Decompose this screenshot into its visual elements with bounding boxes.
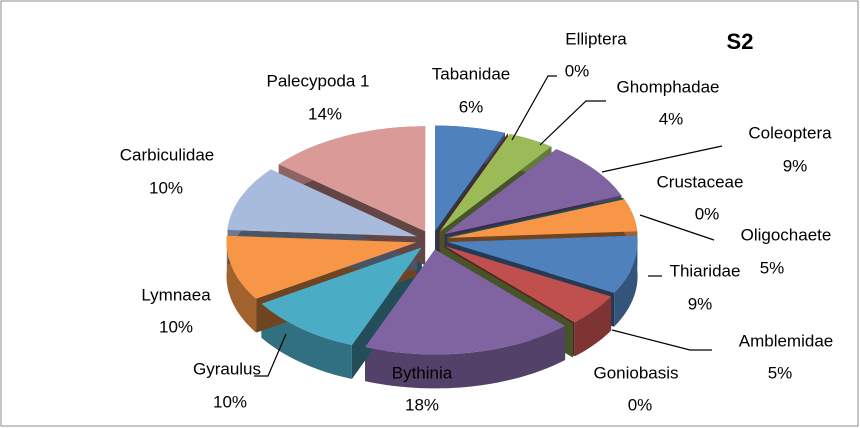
value-label: 0% bbox=[565, 61, 590, 80]
leader-line bbox=[611, 329, 712, 351]
slice bbox=[444, 245, 612, 323]
slice-outer-wall bbox=[614, 235, 638, 327]
slice bbox=[261, 247, 422, 345]
value-label: 18% bbox=[405, 395, 439, 414]
value-label: 10% bbox=[213, 392, 247, 411]
value-label: 0% bbox=[695, 204, 720, 223]
category-label: Palecypoda 1 bbox=[266, 71, 369, 90]
value-label: 14% bbox=[308, 104, 342, 123]
slice bbox=[447, 235, 638, 293]
value-label: 4% bbox=[659, 109, 684, 128]
slice bbox=[447, 199, 638, 238]
leader-line bbox=[254, 333, 287, 377]
slice-outer-wall bbox=[574, 296, 612, 357]
leader-line bbox=[539, 100, 606, 146]
category-label: Oligochaete bbox=[741, 225, 832, 244]
value-label: 5% bbox=[768, 363, 793, 382]
value-label: 9% bbox=[688, 294, 713, 313]
category-label: Lymnaea bbox=[141, 285, 211, 304]
leader-lines bbox=[254, 75, 723, 377]
category-label: Gyraulus bbox=[193, 359, 261, 378]
slice bbox=[446, 197, 624, 237]
category-label: Coleoptera bbox=[748, 123, 832, 142]
slice-outer-wall bbox=[226, 235, 257, 333]
value-label: 9% bbox=[783, 156, 808, 175]
slice bbox=[227, 169, 418, 237]
chart-title: S2 bbox=[727, 29, 754, 54]
slice-outer-wall bbox=[365, 326, 566, 389]
value-label: 10% bbox=[149, 178, 183, 197]
category-label: Bythinia bbox=[392, 363, 453, 382]
category-label: Carbiculidae bbox=[120, 145, 215, 164]
leader-line bbox=[511, 75, 557, 141]
slice bbox=[278, 126, 426, 232]
category-label: Crustaceae bbox=[657, 172, 744, 191]
category-label: Amblemidae bbox=[739, 331, 834, 350]
leader-line bbox=[639, 214, 715, 241]
value-label: 5% bbox=[760, 258, 785, 277]
slice bbox=[444, 149, 622, 235]
pie-tops bbox=[226, 125, 638, 355]
data-labels: Tabanidae 6% Elliptera 0% Ghomphadae 4% Coleop… bbox=[120, 29, 834, 414]
category-label: Tabanidae bbox=[432, 64, 510, 83]
category-label: Thiaridae bbox=[670, 261, 741, 280]
leader-line bbox=[601, 145, 723, 173]
category-label: Elliptera bbox=[565, 29, 627, 48]
slice bbox=[226, 235, 417, 299]
slice bbox=[435, 125, 505, 231]
category-label: Goniobasis bbox=[593, 363, 678, 382]
value-label: 10% bbox=[159, 317, 193, 336]
value-label: 0% bbox=[628, 395, 653, 414]
slice bbox=[365, 249, 566, 355]
value-label: 6% bbox=[459, 97, 484, 116]
category-label: Ghomphadae bbox=[616, 77, 719, 96]
slice bbox=[439, 134, 552, 232]
